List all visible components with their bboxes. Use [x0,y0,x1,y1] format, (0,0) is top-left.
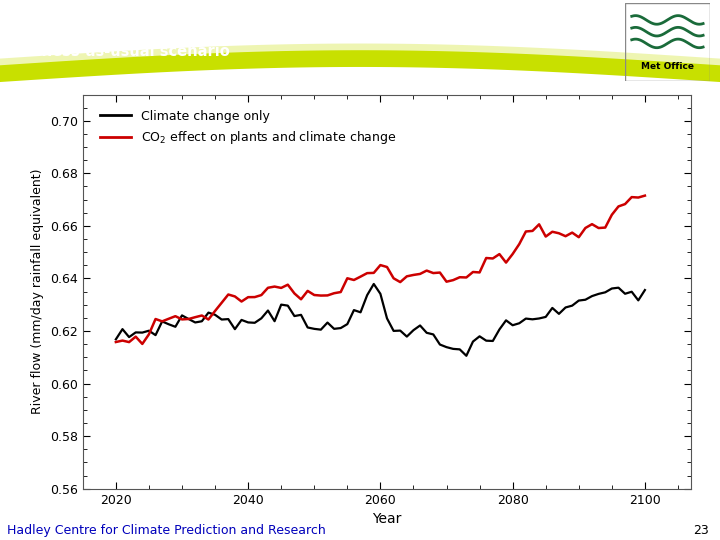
CO$_2$ effect on plants and climate change [641,192,649,199]
CO$_2$ effect on plants and climate change [449,277,457,284]
Climate change only [112,336,120,342]
Text: 2: 2 [484,18,491,28]
Climate change only [462,353,471,359]
Polygon shape [0,40,720,65]
Text: effect on plants: effect on plants [491,10,627,25]
Climate change only [581,296,590,303]
Climate change only [409,327,418,333]
Y-axis label: River flow (mm/day rainfall equivalent): River flow (mm/day rainfall equivalent) [32,169,45,414]
CO$_2$ effect on plants and climate change [409,272,418,278]
Text: Met Office: Met Office [641,63,694,71]
Text: Projected global average river flow with & without CO: Projected global average river flow with… [7,10,455,25]
Climate change only [641,287,649,293]
Climate change only [515,320,523,327]
CO$_2$ effect on plants and climate change [112,339,120,345]
CO$_2$ effect on plants and climate change [575,234,583,240]
CO$_2$ effect on plants and climate change [508,251,517,257]
CO$_2$ effect on plants and climate change [594,225,603,231]
Text: Hadley Centre for Climate Prediction and Research: Hadley Centre for Climate Prediction and… [7,524,326,537]
Polygon shape [0,44,720,82]
Text: 23: 23 [693,524,709,537]
Line: Climate change only: Climate change only [116,284,645,356]
Climate change only [369,281,378,287]
X-axis label: Year: Year [372,512,402,526]
Climate change only [554,310,563,317]
Text: business-as-usual scenario: business-as-usual scenario [7,44,230,58]
Climate change only [601,289,610,295]
CO$_2$ effect on plants and climate change [138,341,147,347]
Line: CO$_2$ effect on plants and climate change: CO$_2$ effect on plants and climate chan… [116,195,645,344]
Legend: Climate change only, CO$_2$ effect on plants and climate change: Climate change only, CO$_2$ effect on pl… [95,105,402,151]
Climate change only [449,346,457,352]
CO$_2$ effect on plants and climate change [548,228,557,235]
